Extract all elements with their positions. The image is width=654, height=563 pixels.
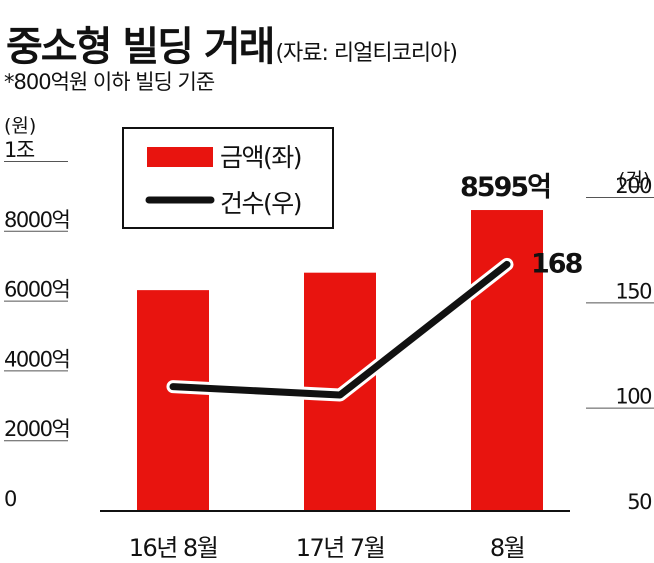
legend: 금액(좌) 건수(우) [122, 127, 334, 229]
data-label: 168 [531, 248, 583, 279]
chart-footnote: *800억원 이하 빌딩 기준 [4, 70, 215, 94]
left-axis: 0 2000억 4000억 6000억 8000억 1조 [4, 138, 71, 511]
left-tick-label: 6000억 [4, 278, 69, 302]
right-axis: 50 100 150 200 [586, 174, 654, 514]
left-axis-unit: (원) [4, 115, 36, 137]
left-tick-label: 0 [4, 487, 16, 511]
line-series [166, 257, 514, 402]
left-tick-label: 4000억 [4, 347, 69, 371]
line-point [504, 261, 510, 268]
x-tick-label: 8월 [490, 534, 524, 562]
x-tick-label: 16년 8월 [129, 534, 218, 562]
left-tick-label: 1조 [4, 138, 35, 162]
x-tick-label: 17년 7월 [296, 534, 385, 562]
legend-swatch-bar [147, 147, 213, 167]
left-tick-label: 8000억 [4, 208, 69, 232]
right-tick-label: 100 [615, 385, 651, 409]
line-point [337, 392, 343, 399]
legend-box [122, 127, 334, 229]
data-label: 8595억 [460, 172, 550, 203]
chart-title-block: 중소형 빌딩 거래(자료: 리얼티코리아) [6, 14, 458, 72]
line-point [170, 383, 176, 390]
right-tick-label: 50 [627, 490, 651, 514]
legend-label-count: 건수(우) [220, 189, 301, 218]
left-tick-label: 2000억 [4, 417, 69, 441]
x-axis: 16년 8월 17년 7월 8월 [100, 510, 570, 562]
chart-source: (자료: 리얼티코리아) [275, 41, 457, 66]
chart-title: 중소형 빌딩 거래 [6, 24, 275, 70]
data-labels: 8595억 168 [460, 172, 585, 279]
legend-label-amount: 금액(좌) [220, 143, 301, 172]
right-tick-label: 150 [615, 279, 651, 303]
right-axis-unit: (건) [618, 169, 650, 191]
bar-series [137, 210, 543, 511]
bar [137, 290, 209, 510]
right-tick-label: 200 [615, 174, 651, 198]
